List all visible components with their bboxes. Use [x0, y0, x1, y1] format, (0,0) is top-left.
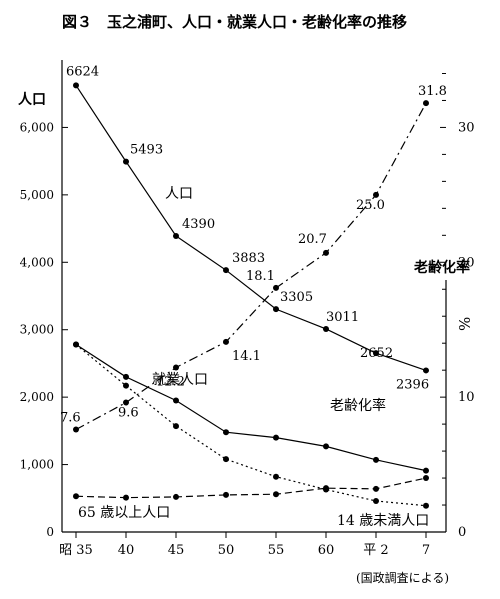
data-point-population [223, 267, 229, 274]
right-axis-unit: % [456, 317, 474, 331]
data-label-aging-rate: 12.2 [156, 374, 185, 389]
data-label-aging-rate: 25.0 [356, 198, 385, 213]
data-labels: 6624 5493 4390 3883 3305 3011 2652 2396 7.6 9.6 12… [60, 64, 447, 425]
left-tick-label: 0 [46, 525, 54, 539]
data-point-age-under-14 [423, 502, 429, 509]
data-label-aging-rate: 14.1 [232, 349, 261, 364]
right-tick-label: 20 [458, 255, 475, 270]
series-line-employed [75, 344, 427, 472]
series-label-aging-rate: 老齢化率 [330, 397, 386, 414]
data-point-population [73, 82, 79, 89]
series-label-under14: 14 歳未満人口 [337, 513, 429, 529]
data-point-aging-rate [73, 426, 79, 433]
data-point-age-under-14 [223, 456, 229, 463]
data-point-employed [373, 456, 379, 463]
data-point-age-under-14 [323, 486, 329, 493]
data-point-aging-rate [123, 399, 129, 406]
data-point-population [423, 367, 429, 374]
x-tick-label: 60 [318, 543, 335, 558]
data-point-aging-rate [223, 338, 229, 345]
right-tick-label: 0 [458, 525, 466, 540]
data-label-population: 5493 [130, 143, 163, 158]
left-tick-label: 2,000 [20, 390, 54, 404]
x-tick-label: 7 [422, 543, 430, 558]
data-label-population: 3305 [280, 290, 313, 305]
data-point-age-65-plus [423, 475, 429, 482]
series-lines [73, 82, 429, 509]
tick-labels: 0 1,000 2,000 3,000 4,000 5,000 6,000 0 10 20 30 昭 … [20, 120, 475, 558]
data-point-age-under-14 [73, 341, 79, 348]
data-point-age-65-plus [123, 494, 129, 501]
data-label-population: 3011 [326, 310, 359, 325]
data-label-aging-rate: 18.1 [246, 269, 275, 284]
data-point-age-under-14 [123, 382, 129, 389]
data-point-aging-rate [373, 191, 379, 198]
x-tick-label: 昭 35 [59, 543, 93, 558]
data-point-population [323, 325, 329, 332]
data-label-population: 4390 [182, 217, 215, 232]
data-point-aging-rate [323, 249, 329, 256]
data-point-aging-rate [423, 100, 429, 107]
series-label-employed: 就業人口 [152, 372, 208, 388]
data-point-age-65-plus [373, 485, 379, 492]
series-label-population: 人口 [165, 186, 193, 202]
x-tick-label: 45 [168, 543, 185, 558]
x-tick-label: 55 [268, 543, 285, 558]
data-point-employed [173, 397, 179, 404]
left-tick-label: 5,000 [20, 188, 54, 202]
data-point-employed [423, 467, 429, 474]
data-point-population [123, 158, 129, 165]
data-point-employed [273, 434, 279, 441]
data-point-employed [323, 443, 329, 450]
left-tick-label: 1,000 [20, 458, 54, 472]
series-line-age-65-plus [75, 477, 427, 499]
series-line-aging-rate [75, 102, 427, 431]
data-point-age-under-14 [173, 423, 179, 430]
right-axis-label: 老齢化率 [414, 259, 470, 276]
data-label-population: 6624 [66, 64, 99, 79]
series-line-age-under-14 [75, 344, 427, 507]
left-axis-label: 人口 [18, 91, 46, 108]
data-point-age-65-plus [73, 493, 79, 500]
data-label-population: 3883 [232, 251, 265, 266]
data-label-aging-rate: 9.6 [118, 406, 139, 421]
data-point-population [173, 232, 179, 239]
data-point-age-under-14 [273, 473, 279, 480]
data-point-age-65-plus [173, 493, 179, 500]
data-label-population: 2396 [396, 377, 429, 392]
source-note: (国政調査による) [356, 571, 449, 585]
data-label-aging-rate: 7.6 [60, 411, 81, 426]
chart-title: 図３ 玉之浦町、人口・就業人口・老齢化率の推移 [62, 13, 407, 31]
left-tick-label: 4,000 [20, 255, 54, 269]
left-tick-label: 6,000 [20, 120, 54, 134]
data-point-aging-rate [273, 284, 279, 291]
data-point-age-under-14 [373, 497, 379, 504]
series-line-population [75, 85, 427, 372]
data-label-population: 2652 [360, 346, 393, 361]
data-point-population [273, 306, 279, 313]
data-label-aging-rate: 31.8 [418, 84, 447, 99]
data-point-employed [123, 373, 129, 380]
axes [61, 60, 447, 538]
right-tick-label: 10 [458, 390, 475, 405]
data-point-aging-rate [173, 364, 179, 371]
data-point-employed [223, 429, 229, 436]
data-point-age-65-plus [273, 491, 279, 498]
data-point-population [373, 350, 379, 357]
data-label-aging-rate: 20.7 [298, 232, 327, 247]
x-tick-label: 50 [218, 543, 235, 558]
x-tick-label: 40 [118, 543, 135, 558]
left-tick-label: 3,000 [20, 323, 54, 337]
x-tick-label: 平 2 [363, 543, 388, 558]
data-point-age-65-plus [223, 491, 229, 498]
right-tick-label: 30 [458, 120, 475, 135]
series-label-65plus: 65 歳以上人口 [78, 505, 170, 521]
